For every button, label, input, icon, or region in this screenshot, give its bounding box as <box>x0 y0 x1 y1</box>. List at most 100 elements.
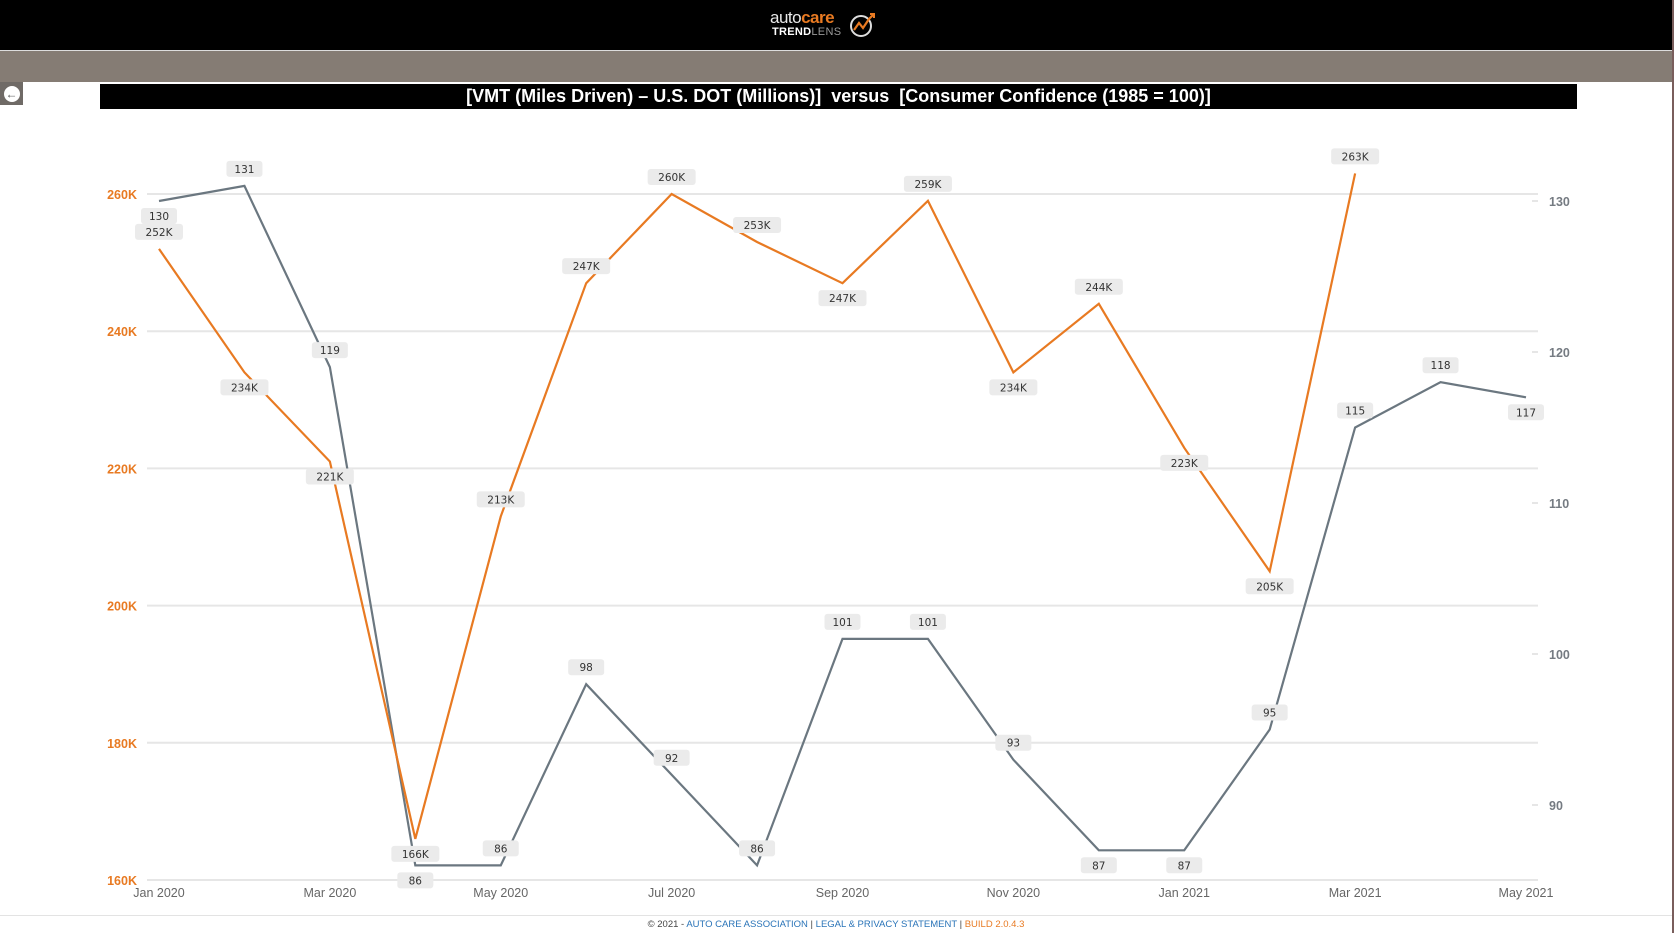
x-axis-tick-label: Nov 2020 <box>987 886 1041 900</box>
vmt-data-label-bg <box>391 845 440 862</box>
vmt-data-label-bg <box>647 169 696 185</box>
consumer-confidence-data-label: 92 <box>665 753 678 765</box>
consumer-confidence-data-label-bg <box>1422 357 1459 374</box>
consumer-confidence-data-label-bg <box>397 872 434 889</box>
vmt-data-label: 253K <box>744 220 772 232</box>
vmt-data-label: 252K <box>146 227 174 239</box>
consumer-confidence-data-label-bg <box>1166 857 1203 874</box>
x-axis-tick-label: Sep 2020 <box>816 886 870 900</box>
consumer-confidence-data-label: 117 <box>1516 407 1536 419</box>
vmt-data-label-bg <box>989 379 1038 396</box>
consumer-confidence-data-label-bg <box>1337 402 1374 419</box>
consumer-confidence-data-label-bg <box>824 613 861 630</box>
logo-text-auto: auto <box>770 8 802 27</box>
consumer-confidence-data-label: 130 <box>149 211 169 223</box>
logo-text-lens: LENS <box>811 26 842 38</box>
back-arrow-icon: ← <box>3 85 20 102</box>
x-axis-tick-label: Mar 2020 <box>303 886 356 900</box>
consumer-confidence-data-label: 118 <box>1431 360 1451 372</box>
logo-text-trend: TREND <box>772 26 812 38</box>
trend-circle-icon <box>850 13 875 37</box>
consumer-confidence-data-label: 131 <box>234 164 254 176</box>
build-version: BUILD 2.0.4.3 <box>964 919 1025 930</box>
vmt-data-label: 166K <box>402 849 430 861</box>
left-axis-tick-label: 160K <box>107 874 137 888</box>
autocare-trendlens-logo[interactable]: autocare TRENDLENS <box>770 9 880 41</box>
consumer-confidence-data-label: 101 <box>918 617 938 629</box>
consumer-confidence-data-label: 101 <box>832 617 852 629</box>
consumer-confidence-data-label: 93 <box>1007 738 1020 750</box>
right-axis-tick-label: 120 <box>1549 346 1570 360</box>
right-axis-tick-label: 130 <box>1549 195 1570 209</box>
consumer-confidence-data-label-bg <box>1251 704 1288 721</box>
consumer-confidence-line[interactable] <box>158 184 1527 868</box>
vmt-data-label-bg <box>733 217 782 234</box>
vmt-data-label-bg <box>135 223 183 240</box>
footer: © 2021 - AUTO CARE ASSOCIATION | LEGAL &… <box>647 919 1025 930</box>
consumer-confidence-data-label: 87 <box>1092 860 1105 872</box>
left-axis-tick-label: 260K <box>107 188 137 202</box>
consumer-confidence-data-label: 86 <box>409 875 423 887</box>
consumer-confidence-data-label: 95 <box>1263 708 1276 720</box>
x-axis-tick-label: Jul 2020 <box>648 886 695 900</box>
consumer-confidence-data-label-bg <box>1080 857 1117 874</box>
consumer-confidence-data-label: 87 <box>1178 860 1191 872</box>
back-button[interactable]: ← <box>0 82 23 105</box>
consumer-confidence-data-label-bg <box>311 342 348 359</box>
footer-divider <box>0 915 1672 916</box>
consumer-confidence-data-label: 119 <box>320 345 340 357</box>
window-right-border <box>1672 0 1674 933</box>
vmt-data-label: 259K <box>914 179 942 191</box>
dual-axis-line-chart: 160K 180K 200K 220K 240K 260K 90 100 110 120 130 Ja… <box>107 148 1570 900</box>
footer-copyright: © 2021 - <box>647 919 687 930</box>
consumer-confidence-data-label-bg <box>1508 404 1544 421</box>
x-axis-tick-label: Jan 2020 <box>133 886 184 900</box>
legal-privacy-link[interactable]: LEGAL & PRIVACY STATEMENT <box>815 919 957 930</box>
vmt-data-label: 234K <box>1000 382 1028 394</box>
consumer-confidence-data-label-bg <box>909 613 946 630</box>
consumer-confidence-data-label: 98 <box>580 662 593 674</box>
vmt-data-label: 260K <box>658 172 686 184</box>
vmt-data-label: 263K <box>1342 151 1370 163</box>
vmt-data-label: 244K <box>1085 282 1113 294</box>
logo-text-care: care <box>801 8 835 27</box>
vmt-data-label: 213K <box>487 494 515 506</box>
vmt-data-label: 205K <box>1256 581 1284 593</box>
vmt-data-label-bg <box>305 468 354 485</box>
consumer-confidence-data-label: 86 <box>494 843 508 855</box>
vmt-data-label-bg <box>818 290 867 307</box>
vmt-data-label: 221K <box>316 472 344 484</box>
consumer-confidence-data-label: 86 <box>750 843 764 855</box>
consumer-confidence-data-label-bg <box>226 160 263 177</box>
vmt-data-label: 247K <box>573 261 601 273</box>
left-axis-tick-label: 220K <box>107 462 137 476</box>
consumer-confidence-data-label-bg <box>568 659 605 676</box>
left-axis-tick-label: 240K <box>107 325 137 339</box>
consumer-confidence-data-label-bg <box>739 840 776 857</box>
vmt-data-label-bg <box>903 175 952 192</box>
sub-header-bar <box>0 51 1672 82</box>
auto-care-association-link[interactable]: AUTO CARE ASSOCIATION <box>686 919 808 930</box>
x-axis-tick-label: Jan 2021 <box>1159 886 1210 900</box>
left-axis-tick-label: 200K <box>107 600 137 614</box>
vmt-data-label-bg <box>562 258 611 275</box>
x-axis-tick-label: May 2020 <box>473 886 528 900</box>
vmt-data-label-bg <box>220 379 269 396</box>
right-axis-tick-label: 110 <box>1549 497 1569 511</box>
chart-title: [VMT (Miles Driven) – U.S. DOT (Millions… <box>100 84 1577 109</box>
consumer-confidence-data-label-bg <box>141 208 177 224</box>
consumer-confidence-data-label: 115 <box>1345 406 1365 418</box>
vmt-data-label: 234K <box>231 382 259 394</box>
right-axis-tick-label: 90 <box>1549 799 1563 813</box>
vmt-data-label: 223K <box>1171 458 1199 470</box>
x-axis-tick-label: May 2021 <box>1499 886 1554 900</box>
vmt-data-label-bg <box>1074 278 1123 295</box>
vmt-data-label-bg <box>476 491 525 508</box>
x-axis-tick-label: Mar 2021 <box>1329 886 1382 900</box>
header-divider <box>0 50 1674 51</box>
vmt-data-label-bg <box>1331 148 1380 165</box>
vmt-data-label: 247K <box>829 293 857 305</box>
vmt-line[interactable] <box>158 173 1357 840</box>
vmt-data-label-bg <box>1160 454 1209 471</box>
